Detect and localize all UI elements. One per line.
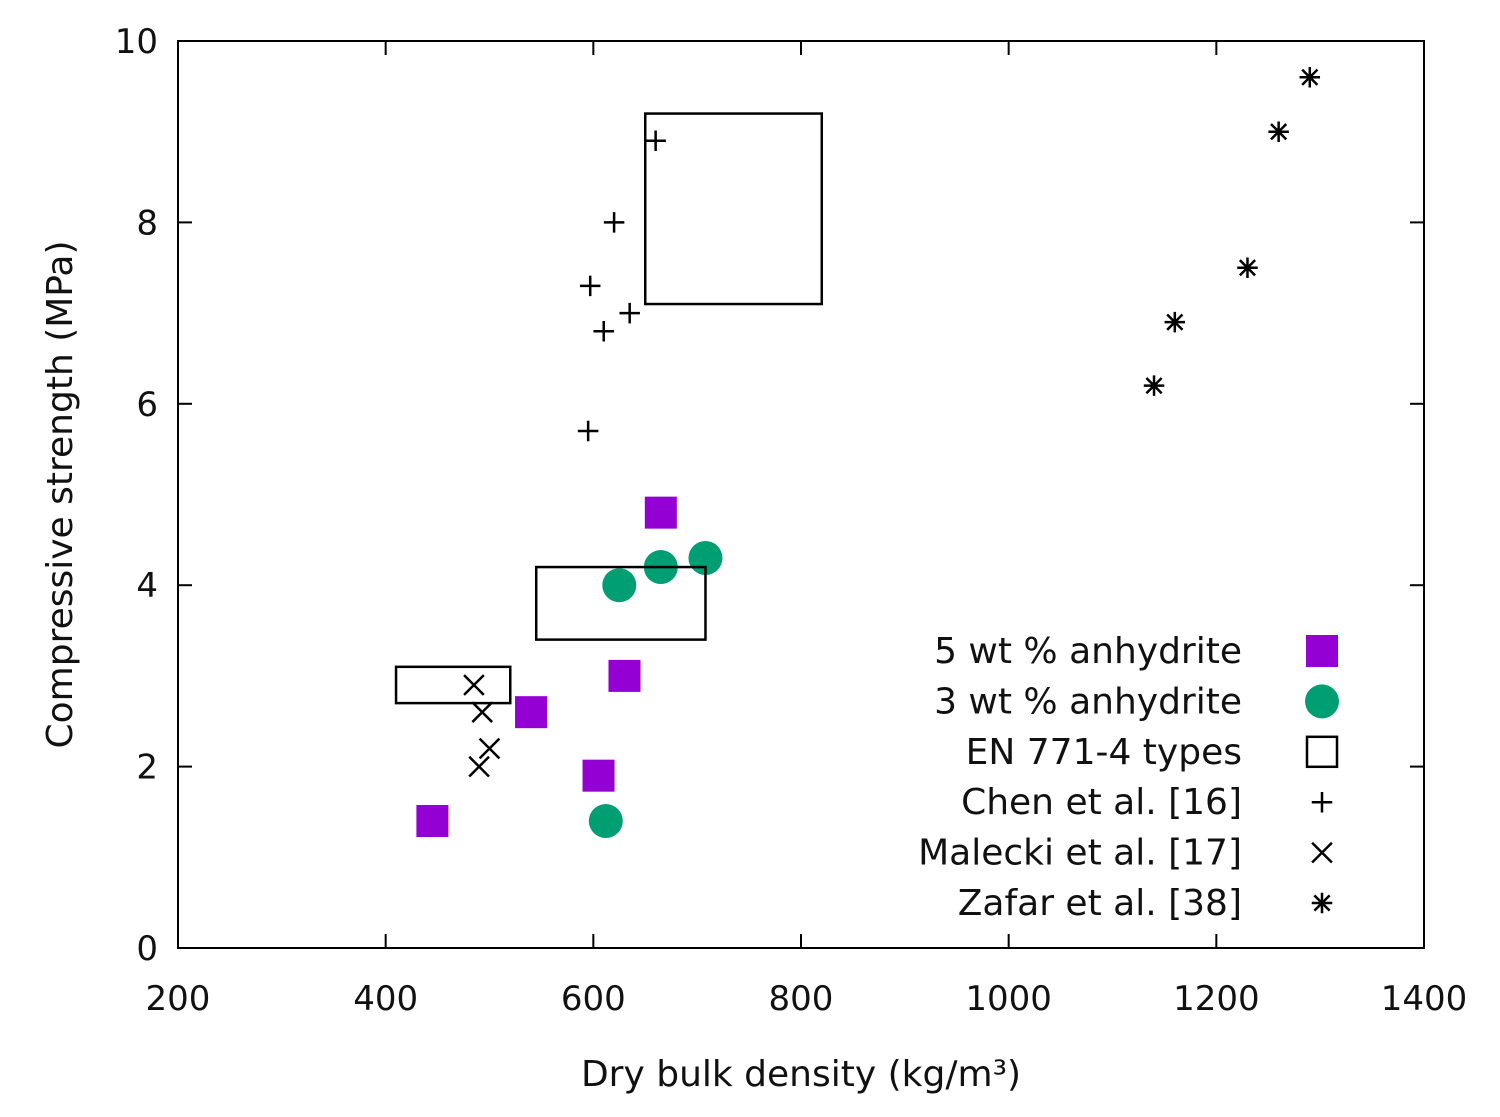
x-tick-label: 800: [769, 979, 834, 1019]
legend-label: Zafar et al. [38]: [958, 883, 1242, 924]
legend-symbol: [1305, 684, 1339, 719]
legend-symbol: [1311, 892, 1333, 914]
data-point: [515, 696, 548, 729]
plot-frame: [177, 40, 1425, 949]
x-tick-label: 1400: [1381, 979, 1468, 1019]
y-axis-label: Compressive strength (MPa): [40, 240, 81, 748]
data-point: [593, 320, 614, 342]
data-point: [588, 804, 623, 839]
y-tick-label: 6: [136, 385, 158, 425]
data-point: [602, 568, 637, 603]
y-tick-label: 2: [136, 748, 158, 788]
legend-label: EN 771-4 types: [966, 732, 1242, 773]
y-tick-label: 0: [136, 929, 158, 969]
tick-labels: 200 400 600 800 1000 1200 1400 0 2 4 6 8 10: [115, 22, 1468, 1019]
legend-symbol: [1305, 735, 1339, 769]
data-point: [603, 212, 625, 233]
legend-label: 3 wt % anhydrite: [934, 681, 1242, 722]
x-tick-label: 1000: [965, 979, 1052, 1019]
y-tick-label: 10: [115, 22, 158, 62]
data-point: [1299, 67, 1321, 88]
data-marks: [394, 67, 1321, 839]
x-tick-label: 400: [353, 979, 418, 1019]
x-tick-label: 200: [146, 979, 211, 1019]
en771-type-box: [394, 665, 512, 705]
data-point: [579, 275, 601, 297]
data-point: [463, 674, 485, 696]
y-tick-label: 8: [136, 203, 158, 243]
legend-symbol: [1311, 791, 1333, 813]
data-point: [608, 659, 641, 692]
legend-label: Malecki et al. [17]: [918, 833, 1242, 874]
data-point: [468, 755, 490, 778]
en771-type-box: [534, 565, 707, 641]
legend-symbol: [1306, 635, 1338, 667]
data-point: [1143, 375, 1165, 396]
data-point: [471, 701, 493, 723]
data-point: [1164, 311, 1186, 333]
data-point: [644, 496, 677, 529]
data-point: [1268, 121, 1289, 142]
data-point: [619, 302, 640, 324]
y-tick-label: 4: [136, 566, 158, 606]
legend: 5 wt % anhydrite 3 wt % anhydrite EN 771-4…: [918, 631, 1339, 924]
x-tick-label: 600: [561, 979, 626, 1019]
en771-type-box: [644, 112, 824, 306]
data-point: [416, 805, 449, 838]
x-axis-label: Dry bulk density (kg/m³): [581, 1054, 1021, 1095]
legend-label: 5 wt % anhydrite: [934, 631, 1242, 672]
data-point: [577, 420, 599, 442]
data-point: [582, 759, 615, 792]
x-tick-label: 1200: [1173, 979, 1260, 1019]
legend-symbol: [1311, 841, 1333, 864]
legend-label: Chen et al. [16]: [961, 782, 1242, 823]
data-point: [478, 737, 501, 760]
data-point: [1237, 257, 1258, 278]
data-point: [645, 130, 666, 152]
